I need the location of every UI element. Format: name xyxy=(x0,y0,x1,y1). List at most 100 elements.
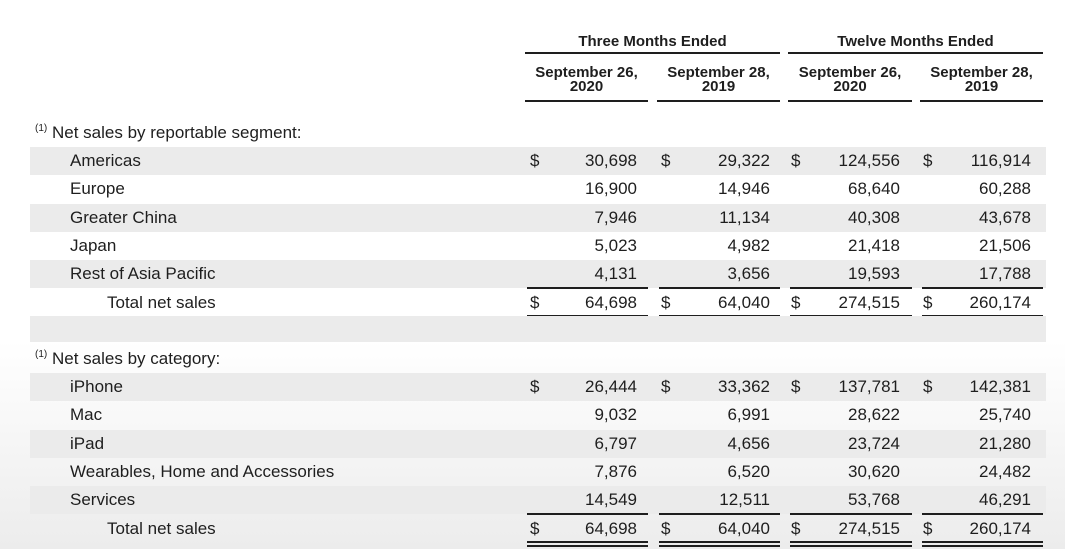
cell-value: 116,914 xyxy=(970,151,1031,170)
cell-value: 16,900 xyxy=(585,179,637,199)
total-value: 260,174 xyxy=(969,519,1031,539)
row-label: Mac xyxy=(70,405,103,425)
column-header: 2020 xyxy=(569,78,604,95)
row-label: Europe xyxy=(70,179,125,199)
row-label: iPad xyxy=(70,433,105,453)
row-label: Rest of Asia Pacific xyxy=(70,264,216,284)
rule xyxy=(920,100,1043,102)
currency-symbol: $ xyxy=(923,519,933,539)
rule xyxy=(790,545,912,548)
cell-value: 12,511 xyxy=(719,490,770,510)
cell-value: 142,381 xyxy=(969,377,1031,396)
rule xyxy=(922,541,1043,544)
rule xyxy=(527,513,648,516)
column-header: 2019 xyxy=(964,78,999,95)
cell-value: 9,032 xyxy=(594,405,637,425)
cell-value: 4,131 xyxy=(594,264,637,284)
row-shade xyxy=(30,316,1046,342)
cell-value: 30,698 xyxy=(585,151,637,170)
total-value: 64,040 xyxy=(718,293,770,313)
currency-symbol: $ xyxy=(923,377,933,396)
currency-symbol: $ xyxy=(791,377,801,396)
total-label: Total net sales xyxy=(107,293,216,313)
rule xyxy=(527,541,648,544)
row-shade xyxy=(30,373,1046,401)
row-label: Americas xyxy=(70,151,141,170)
column-header: 2020 xyxy=(833,78,867,95)
currency-symbol: $ xyxy=(661,151,671,170)
currency-symbol: $ xyxy=(923,293,933,313)
currency-symbol: $ xyxy=(791,151,801,170)
cell-value: 60,288 xyxy=(979,179,1031,199)
cell-value: 3,656 xyxy=(727,264,770,284)
total-value: 274,515 xyxy=(838,519,900,539)
total-value: 274,515 xyxy=(838,293,900,313)
cell-value: 33,362 xyxy=(718,377,770,396)
rule xyxy=(788,52,1043,54)
rule xyxy=(657,100,780,102)
section-title: Net sales by category: xyxy=(52,349,221,368)
column-header: September 26, xyxy=(535,64,638,81)
rule xyxy=(659,513,780,516)
column-header: 2019 xyxy=(701,78,736,95)
currency-symbol: $ xyxy=(661,377,671,396)
rule xyxy=(790,513,912,516)
cell-value: 17,788 xyxy=(979,264,1031,284)
rule xyxy=(788,100,912,102)
cell-value: 11,134 xyxy=(719,207,770,227)
currency-symbol: $ xyxy=(661,293,671,313)
rule xyxy=(525,52,780,54)
currency-symbol: $ xyxy=(530,151,540,170)
row-shade xyxy=(30,203,1046,232)
cell-value: 137,781 xyxy=(838,377,900,396)
row-shade xyxy=(30,260,1046,289)
total-value: 260,174 xyxy=(969,293,1031,313)
cell-value: 4,656 xyxy=(727,433,770,453)
cell-value: 14,946 xyxy=(718,179,770,199)
total-label: Total net sales xyxy=(107,519,216,539)
column-header: September 26, xyxy=(798,64,902,81)
cell-value: 21,418 xyxy=(848,235,900,255)
currency-symbol: $ xyxy=(923,151,933,170)
row-label: Japan xyxy=(70,235,117,255)
cell-value: 19,593 xyxy=(848,264,900,284)
cell-value: 46,291 xyxy=(979,490,1031,510)
row-shade xyxy=(30,147,1046,175)
rule xyxy=(659,541,780,544)
rule xyxy=(525,100,648,102)
cell-value: 68,640 xyxy=(848,179,900,199)
currency-symbol: $ xyxy=(661,519,671,539)
cell-value: 40,308 xyxy=(848,207,900,227)
cell-value: 5,023 xyxy=(594,235,637,255)
cell-value: 14,549 xyxy=(585,490,637,510)
cell-value: 30,620 xyxy=(848,461,900,481)
row-shade xyxy=(30,486,1046,515)
cell-value: 124,556 xyxy=(838,151,900,170)
rule xyxy=(922,513,1043,516)
total-value: 64,040 xyxy=(718,519,770,539)
rule xyxy=(527,287,648,290)
cell-value: 6,991 xyxy=(727,405,770,425)
currency-symbol: $ xyxy=(791,519,801,539)
currency-symbol: $ xyxy=(791,293,801,313)
rule xyxy=(790,541,912,544)
total-value: 64,698 xyxy=(585,293,637,313)
rule xyxy=(659,287,780,290)
cell-value: 29,322 xyxy=(718,151,770,170)
cell-value: 25,740 xyxy=(979,405,1031,425)
cell-value: 26,444 xyxy=(585,377,637,396)
section-title: Net sales by reportable segment: xyxy=(52,123,302,142)
cell-value: 23,724 xyxy=(848,433,900,453)
column-group-header: Twelve Months Ended xyxy=(837,33,994,50)
column-group-header: Three Months Ended xyxy=(578,33,727,50)
cell-value: 6,797 xyxy=(594,433,637,453)
cell-value: 4,982 xyxy=(727,235,770,255)
cell-value: 21,280 xyxy=(979,433,1031,453)
row-shade xyxy=(30,429,1046,458)
footnote-marker: (1) xyxy=(35,123,48,134)
rule xyxy=(659,545,780,548)
footnote-marker: (1) xyxy=(35,349,48,360)
currency-symbol: $ xyxy=(530,377,540,396)
cell-value: 24,482 xyxy=(979,461,1031,481)
